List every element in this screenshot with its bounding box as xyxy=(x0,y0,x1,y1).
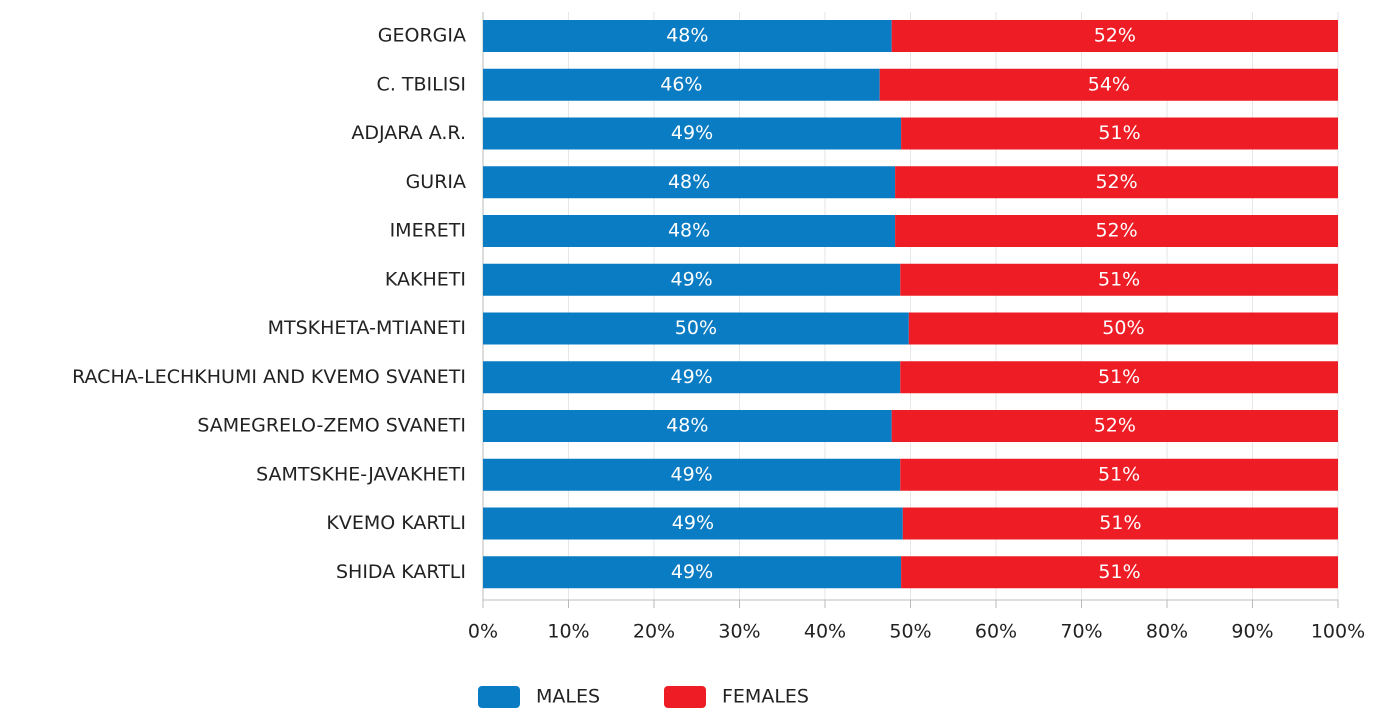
x-tick-label: 20% xyxy=(633,621,675,643)
bar-segment xyxy=(902,507,1338,540)
bar-segment xyxy=(483,410,892,442)
data-label: 48% xyxy=(666,25,708,47)
y-tick-label: MTSKHETA-MTIANETI xyxy=(268,317,466,339)
bar-segment xyxy=(908,312,1338,345)
y-tick-label: GEORGIA xyxy=(378,25,466,47)
bar-segment xyxy=(895,215,1338,247)
bar-segment xyxy=(879,68,1338,101)
x-tick-label: 10% xyxy=(547,621,589,643)
data-label: 46% xyxy=(660,73,702,95)
x-tick-label: 100% xyxy=(1311,621,1365,643)
data-label: 51% xyxy=(1098,366,1140,388)
x-tick-label: 40% xyxy=(804,621,846,643)
bar-segment xyxy=(483,166,896,199)
data-label: 48% xyxy=(668,171,710,193)
bar-segment xyxy=(483,507,903,540)
x-tick-label: 70% xyxy=(1060,621,1102,643)
data-label: 51% xyxy=(1098,463,1140,485)
data-label: 52% xyxy=(1095,171,1137,193)
bar-segment xyxy=(483,458,901,491)
bar-segment xyxy=(901,556,1338,589)
y-tick-label: IMERETI xyxy=(390,220,466,242)
data-label: 51% xyxy=(1098,561,1140,583)
y-tick-label: RACHA-LECHKHUMI AND KVEMO SVANETI xyxy=(72,366,466,388)
bar-segment xyxy=(483,556,902,589)
bar-segment xyxy=(900,361,1338,394)
y-tick-label: KAKHETI xyxy=(385,268,466,290)
data-label: 51% xyxy=(1098,268,1140,290)
data-label: 52% xyxy=(1094,25,1136,47)
y-tick-label: SAMTSKHE-JAVAKHETI xyxy=(256,463,466,485)
bar-segment xyxy=(900,458,1338,491)
bar-segment xyxy=(483,117,902,150)
data-label: 52% xyxy=(1095,220,1137,242)
bar-segment xyxy=(483,215,896,247)
data-label: 48% xyxy=(668,220,710,242)
bar-segment xyxy=(891,20,1338,52)
legend-label: MALES xyxy=(536,686,600,708)
data-label: 49% xyxy=(671,122,713,144)
x-tick-label: 90% xyxy=(1231,621,1273,643)
bar-segment xyxy=(901,117,1338,150)
y-tick-label: GURIA xyxy=(406,171,466,193)
x-tick-label: 80% xyxy=(1146,621,1188,643)
data-label: 51% xyxy=(1098,122,1140,144)
data-label: 50% xyxy=(675,317,717,339)
x-tick-label: 50% xyxy=(889,621,931,643)
data-label: 49% xyxy=(671,561,713,583)
bar-segment xyxy=(483,263,901,296)
y-tick-label: SAMEGRELO-ZEMO SVANETI xyxy=(197,415,466,437)
y-tick-label: ADJARA A.R. xyxy=(351,122,466,144)
bar-segment xyxy=(483,20,892,52)
x-tick-label: 0% xyxy=(468,621,498,643)
data-label: 51% xyxy=(1099,512,1141,534)
y-tick-label: SHIDA KARTLI xyxy=(336,561,466,583)
bar-segment xyxy=(895,166,1338,199)
y-tick-label: KVEMO KARTLI xyxy=(326,512,466,534)
bar-segment xyxy=(891,410,1338,442)
x-tick-label: 60% xyxy=(975,621,1017,643)
bar-segment xyxy=(900,263,1338,296)
bar-segment xyxy=(483,361,901,394)
bar-segment xyxy=(483,312,909,345)
x-tick-label: 30% xyxy=(718,621,760,643)
data-label: 50% xyxy=(1102,317,1144,339)
data-label: 48% xyxy=(666,415,708,437)
y-tick-label: C. TBILISI xyxy=(377,73,466,95)
data-label: 49% xyxy=(671,268,713,290)
data-label: 49% xyxy=(671,463,713,485)
legend-swatch xyxy=(664,686,706,708)
data-label: 49% xyxy=(671,366,713,388)
legend-label: FEMALES xyxy=(722,686,809,708)
data-label: 49% xyxy=(672,512,714,534)
data-label: 54% xyxy=(1088,73,1130,95)
data-label: 52% xyxy=(1094,415,1136,437)
bar-segment xyxy=(483,68,880,101)
legend-swatch xyxy=(478,686,520,708)
